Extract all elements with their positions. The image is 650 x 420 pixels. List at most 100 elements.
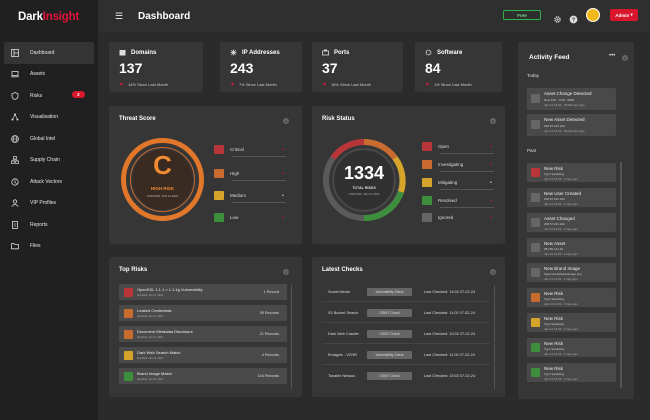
legend-critical[interactable]: Critical • <box>214 145 294 157</box>
risk-count: 21 Records <box>259 331 279 336</box>
trend-up-icon: ▲ <box>119 81 124 87</box>
stat-title: Domains <box>131 49 157 56</box>
scrollbar[interactable] <box>620 162 622 388</box>
legend-open[interactable]: Open • <box>422 142 502 154</box>
check-type-button[interactable]: Vulnerability Check <box>367 287 412 296</box>
stat-card-software[interactable]: Software 84 ▲ 1% Since Last Month <box>415 42 502 92</box>
risk-date: Identified: Jan 21, 2024 <box>137 377 163 381</box>
stat-card-domains[interactable]: Domains 137 ▲ 14% Since Last Month <box>109 42 203 92</box>
check-name: Dark Web Crawler <box>328 332 359 336</box>
legend-low[interactable]: Low • <box>214 213 294 222</box>
supply-chain-icon <box>10 155 20 165</box>
stat-card-ip-addresses[interactable]: IP Addresses 243 ▲ 7% Since Last Month <box>220 42 302 92</box>
sidebar-item-visualisation[interactable]: Visualisation <box>0 107 98 129</box>
check-type-button[interactable]: OSINT Check <box>367 308 412 317</box>
sidebar-item-supply-chain[interactable]: Supply Chain <box>0 150 98 172</box>
legend-medium[interactable]: Medium • <box>214 191 294 203</box>
help-icon[interactable]: ? <box>622 55 628 61</box>
feed-item[interactable]: New User Created 208.67.222.222 Jan 21 14:… <box>527 188 616 207</box>
stat-title: Ports <box>334 49 350 56</box>
gear-icon[interactable] <box>553 11 562 23</box>
help-icon[interactable]: ? <box>490 269 496 275</box>
sidebar-item-label: Assets <box>30 71 46 78</box>
sidebar-item-reports[interactable]: Reports <box>0 214 98 236</box>
activity-feed-card: Activity Feed ••• ? Today Asset Change D… <box>518 42 634 399</box>
risk-count: 39 Records <box>259 310 279 315</box>
card-title: Activity Feed <box>529 54 570 61</box>
image-icon <box>124 372 133 381</box>
table-row[interactable]: Dark Web Search Match Identified: Jan 21,… <box>119 347 287 363</box>
legend-resolved[interactable]: Resolved • <box>422 196 502 208</box>
table-row[interactable]: OpenSSL 1.1.1 < 1.1.1g Vulnerability Iden… <box>119 284 287 300</box>
feed-item[interactable]: New Risk Typo Squatting Jan 21 14:02 - 1 D… <box>527 288 616 307</box>
sidebar-item-vip-profiles[interactable]: VIP Profiles <box>0 193 98 215</box>
feed-sub: Typo Squatting <box>544 322 565 326</box>
legend-ignored[interactable]: Ignored • <box>422 213 502 222</box>
risks-count-badge: 3 <box>72 91 85 98</box>
check-type-button[interactable]: Vulnerability Check <box>367 350 412 359</box>
feed-title: New Asset Detected <box>544 117 585 122</box>
feed-title: New Asset <box>544 241 566 246</box>
feed-sub: Typo Squatting <box>544 347 565 351</box>
feed-time: Jan 21 14:02 - 1 Day ago <box>544 351 578 356</box>
list-item: Emagnis - VCNR Vulnerability Check Last Ch… <box>322 346 490 365</box>
stat-card-ports[interactable]: Ports 37 ▲ 18% Since Last Month <box>312 42 403 92</box>
menu-icon[interactable]: ☰ <box>115 10 124 21</box>
warning-icon <box>531 343 540 352</box>
feed-item[interactable]: New Risk Typo Squatting Jan 21 14:02 - 1 D… <box>527 338 616 357</box>
check-type-button[interactable]: OSINT Check <box>367 371 412 380</box>
feed-title: New Risk <box>544 166 564 171</box>
feed-item[interactable]: Asset Changed 208.67.222.222 Jan 21 14:02 … <box>527 213 616 232</box>
folder-icon <box>10 241 20 251</box>
feed-item[interactable]: New Risk Typo Squatting Jan 21 14:02 - 1 D… <box>527 313 616 332</box>
help-icon[interactable]: ? <box>283 118 289 124</box>
help-icon[interactable]: ? <box>490 118 496 124</box>
sidebar-item-global-intel[interactable]: Global Intel <box>0 128 98 150</box>
risk-status-card: Risk Status ? 1334 TOTAL RISKS UPDATED: … <box>312 106 505 244</box>
admin-menu-button[interactable]: Admin ▾ <box>610 9 638 21</box>
sidebar-item-risks[interactable]: Risks 3 <box>0 85 98 107</box>
more-options-icon[interactable]: ••• <box>609 53 616 59</box>
feed-item[interactable]: Asset Change Detected New Port - TCP - 80… <box>527 88 616 110</box>
warning-icon <box>531 318 540 327</box>
sidebar-item-attack-vectors[interactable]: Attack Vectors <box>0 171 98 193</box>
sidebar-item-dashboard[interactable]: Dashboard <box>4 42 94 64</box>
check-type-button[interactable]: OSINT Check <box>367 329 412 338</box>
list-item: Tonable Nessus OSINT Check Last Checked: 1… <box>322 367 490 386</box>
feed-item[interactable]: New Asset Detected 208.67.222.222 Jan 21 1… <box>527 114 616 136</box>
legend-label: Investigating <box>438 162 464 167</box>
feed-item[interactable]: New Risk Typo Squatting Jan 21 14:02 - 1 D… <box>527 363 616 382</box>
pulse-icon <box>531 243 540 252</box>
table-row[interactable]: Leaked Credentials Identified: Jan 21, 20… <box>119 305 287 321</box>
sidebar-item-assets[interactable]: Assets <box>0 64 98 86</box>
feed-item[interactable]: New Asset 98.150.144.10 Jan 21 14:02 - 1 D… <box>527 238 616 257</box>
legend-label: Mitigating <box>438 180 458 185</box>
logo[interactable]: Dark Insight <box>0 0 98 34</box>
top-bar: ☰ Dashboard Free ? Admin ▾ <box>98 0 650 32</box>
table-row[interactable]: Document Metadata Disclosure Identified: … <box>119 326 287 342</box>
stat-value: 137 <box>119 60 143 76</box>
feed-item[interactable]: New Brand Image https://websitethisimage.… <box>527 263 616 282</box>
legend-high[interactable]: High • <box>214 169 294 181</box>
feed-time: Jan 21 14:02 - 1 Day ago <box>544 301 578 306</box>
help-icon[interactable]: ? <box>569 11 578 23</box>
network-icon <box>10 112 20 122</box>
feed-item[interactable]: New Risk Typo Squatting Jan 21 14:02 - 1 D… <box>527 163 616 182</box>
feed-title: New User Created <box>544 191 582 196</box>
scrollbar[interactable] <box>290 285 292 389</box>
domain-icon <box>119 49 126 56</box>
risk-name: Brand Image Match <box>137 371 172 376</box>
scrollbar[interactable] <box>493 285 495 389</box>
risk-updated: UPDATED: JAN 21 2024 <box>348 192 380 196</box>
list-item: S3 Bucket Search OSINT Check Last Checked:… <box>322 304 490 323</box>
sidebar-item-files[interactable]: Files <box>0 236 98 258</box>
help-icon[interactable]: ? <box>283 269 289 275</box>
list-item: Dark Web Crawler OSINT Check Last Checked:… <box>322 325 490 344</box>
table-row[interactable]: Brand Image Match Identified: Jan 21, 202… <box>119 368 287 384</box>
legend-investigating[interactable]: Investigating • <box>422 160 502 172</box>
feed-time: Jan 21 14:02 - 1 Day ago <box>544 201 578 206</box>
legend-mitigating[interactable]: Mitigating • <box>422 178 502 190</box>
user-icon <box>10 198 20 208</box>
avatar[interactable] <box>586 8 600 22</box>
sidebar-item-label: Files <box>30 243 41 250</box>
